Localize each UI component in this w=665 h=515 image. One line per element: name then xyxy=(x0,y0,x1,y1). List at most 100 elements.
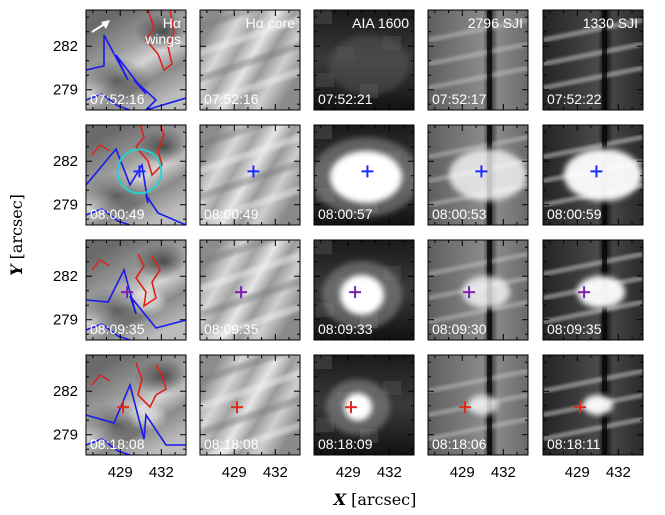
y-tick-label: 279 xyxy=(53,197,78,214)
position-marker xyxy=(458,401,471,414)
axis-ticks xyxy=(543,240,643,340)
image-panel: 08:18:08 xyxy=(199,354,301,456)
x-tick-label: 429 xyxy=(222,464,247,481)
panel-subtitle: wings xyxy=(144,31,181,47)
y-tick-label: 282 xyxy=(53,383,78,400)
image-panel: Hα core 07:52:16 xyxy=(199,9,301,111)
image-panel: 2796 SJI 07:52:17 xyxy=(427,9,529,111)
axis-ticks xyxy=(200,240,300,340)
y-tick-label: 282 xyxy=(53,268,78,285)
highlight-circle xyxy=(116,148,163,195)
timestamp-label: 08:00:59 xyxy=(547,206,602,222)
position-marker xyxy=(349,286,362,299)
panel-title: 1330 SJI xyxy=(583,15,638,31)
axis-ticks xyxy=(86,240,186,340)
image-panel: 08:00:49 xyxy=(199,124,301,226)
axis-ticks xyxy=(543,10,643,110)
x-tick-label: 429 xyxy=(450,464,475,481)
image-panel: 08:18:08 xyxy=(85,354,187,456)
axis-ticks xyxy=(200,10,300,110)
timestamp-label: 07:52:16 xyxy=(90,91,145,107)
axis-ticks xyxy=(428,240,528,340)
position-marker xyxy=(463,286,476,299)
image-panel: 08:09:35 xyxy=(542,239,644,341)
axis-ticks xyxy=(86,10,186,110)
axis-ticks xyxy=(314,10,414,110)
x-axis-label: X [arcsec] xyxy=(333,490,417,509)
timestamp-label: 07:52:16 xyxy=(204,91,259,107)
position-marker xyxy=(578,286,591,299)
position-marker xyxy=(590,165,603,178)
position-marker xyxy=(235,286,248,299)
position-marker xyxy=(230,401,243,414)
axis-ticks xyxy=(543,125,643,225)
position-marker xyxy=(133,165,146,178)
panel-title: Hα xyxy=(163,15,181,31)
position-marker xyxy=(247,165,260,178)
axis-ticks xyxy=(86,125,186,225)
image-panel: 08:09:35 xyxy=(199,239,301,341)
y-tick-label: 282 xyxy=(53,153,78,170)
axis-ticks xyxy=(314,355,414,455)
image-panel: 08:00:53 xyxy=(427,124,529,226)
panel-title: Hα core xyxy=(246,15,296,31)
image-panel: 08:00:49 xyxy=(85,124,187,226)
x-tick-label: 429 xyxy=(565,464,590,481)
image-panel: 08:09:33 xyxy=(313,239,415,341)
panel-title: 2796 SJI xyxy=(468,15,523,31)
timestamp-label: 08:00:53 xyxy=(432,206,487,222)
x-tick-label: 432 xyxy=(149,464,174,481)
x-tick-label: 432 xyxy=(377,464,402,481)
x-tick-label: 429 xyxy=(108,464,133,481)
y-tick-label: 282 xyxy=(53,38,78,55)
image-panel: 08:00:59 xyxy=(542,124,644,226)
axis-ticks xyxy=(314,125,414,225)
x-tick-label: 432 xyxy=(263,464,288,481)
y-tick-label: 279 xyxy=(53,427,78,444)
timestamp-label: 08:00:49 xyxy=(204,206,259,222)
position-marker xyxy=(116,401,129,414)
x-tick-label: 429 xyxy=(336,464,361,481)
timestamp-label: 08:18:08 xyxy=(90,436,145,452)
axis-ticks xyxy=(428,10,528,110)
timestamp-label: 08:09:35 xyxy=(547,321,602,337)
axis-ticks xyxy=(200,355,300,455)
arrow-icon xyxy=(91,20,110,33)
y-tick-label: 279 xyxy=(53,82,78,99)
timestamp-label: 08:09:33 xyxy=(318,321,373,337)
y-tick-label: 279 xyxy=(53,312,78,329)
x-tick-label: 432 xyxy=(491,464,516,481)
image-panel: 08:18:11 xyxy=(542,354,644,456)
axis-ticks xyxy=(314,240,414,340)
timestamp-label: 08:18:11 xyxy=(547,436,601,452)
timestamp-label: 08:09:35 xyxy=(90,321,145,337)
axis-ticks xyxy=(86,355,186,455)
y-axis-label: Y [arcsec] xyxy=(7,194,26,276)
image-panel: AIA 1600 07:52:21 xyxy=(313,9,415,111)
image-panel: 1330 SJI 07:52:22 xyxy=(542,9,644,111)
timestamp-label: 08:18:06 xyxy=(432,436,487,452)
timestamp-label: 08:18:08 xyxy=(204,436,259,452)
timestamp-label: 08:00:49 xyxy=(90,206,145,222)
timestamp-label: 08:18:09 xyxy=(318,436,373,452)
position-marker xyxy=(344,401,357,414)
axis-ticks xyxy=(200,125,300,225)
position-marker xyxy=(573,401,586,414)
image-panel: 08:09:30 xyxy=(427,239,529,341)
panel-title: AIA 1600 xyxy=(352,15,409,31)
image-panel: 08:18:06 xyxy=(427,354,529,456)
x-tick-label: 432 xyxy=(606,464,631,481)
timestamp-label: 08:09:30 xyxy=(432,321,487,337)
timestamp-label: 07:52:22 xyxy=(547,91,602,107)
timestamp-label: 07:52:17 xyxy=(432,91,487,107)
position-marker xyxy=(475,165,488,178)
axis-ticks xyxy=(428,125,528,225)
axis-ticks xyxy=(428,355,528,455)
timestamp-label: 08:00:57 xyxy=(318,206,373,222)
image-panel: 08:00:57 xyxy=(313,124,415,226)
position-marker xyxy=(361,165,374,178)
image-panel: 08:09:35 xyxy=(85,239,187,341)
